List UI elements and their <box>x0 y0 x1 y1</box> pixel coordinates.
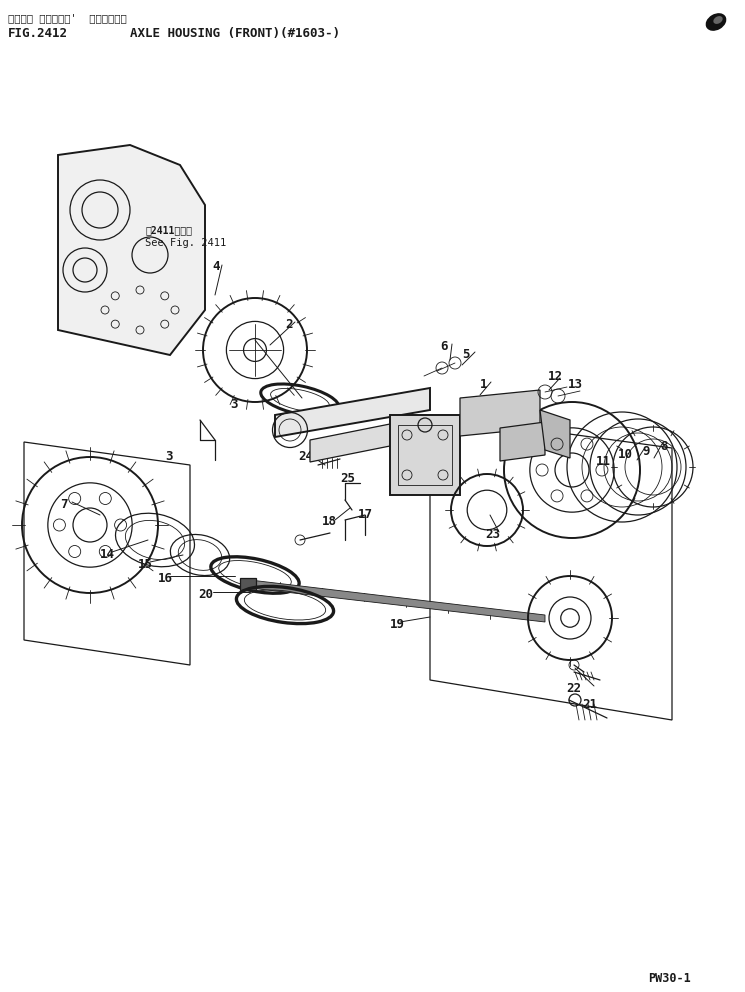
Text: 9: 9 <box>642 445 650 458</box>
Text: PW30-1: PW30-1 <box>648 972 691 985</box>
Text: 1: 1 <box>480 378 487 391</box>
Text: アクスル ハウジング'  （フロント）: アクスル ハウジング' （フロント） <box>8 13 127 23</box>
Text: 12: 12 <box>548 370 563 383</box>
Text: 2: 2 <box>285 318 293 331</box>
Polygon shape <box>275 388 430 437</box>
Ellipse shape <box>706 13 726 31</box>
Text: 13: 13 <box>568 378 583 391</box>
Text: 17: 17 <box>358 508 373 521</box>
Text: 20: 20 <box>198 588 213 601</box>
Polygon shape <box>390 415 460 495</box>
Polygon shape <box>58 145 205 355</box>
Text: 6: 6 <box>440 340 448 353</box>
Text: 10: 10 <box>618 448 633 461</box>
Polygon shape <box>500 422 545 461</box>
Text: FIG.2412: FIG.2412 <box>8 27 68 40</box>
Text: 24: 24 <box>298 450 313 463</box>
Text: 5: 5 <box>462 348 469 361</box>
Text: 21: 21 <box>582 698 597 711</box>
Text: AXLE HOUSING (FRONT)(#1603-): AXLE HOUSING (FRONT)(#1603-) <box>130 27 340 40</box>
Polygon shape <box>240 578 256 590</box>
Text: 22: 22 <box>566 682 581 695</box>
Text: 第2411図参照: 第2411図参照 <box>145 225 192 235</box>
Text: 16: 16 <box>158 572 173 585</box>
Ellipse shape <box>713 16 723 24</box>
Polygon shape <box>460 390 540 436</box>
Polygon shape <box>310 418 420 462</box>
Text: 4: 4 <box>212 260 220 273</box>
Text: 3: 3 <box>230 398 238 411</box>
Text: 18: 18 <box>322 515 337 528</box>
Text: See Fig. 2411: See Fig. 2411 <box>145 238 226 248</box>
Text: 23: 23 <box>485 528 500 541</box>
Text: 19: 19 <box>390 618 405 631</box>
Text: 11: 11 <box>596 455 611 468</box>
Text: 3: 3 <box>165 450 173 463</box>
Text: 8: 8 <box>660 440 668 453</box>
Polygon shape <box>540 410 570 458</box>
Polygon shape <box>250 580 545 622</box>
Text: 15: 15 <box>138 558 153 571</box>
Text: 14: 14 <box>100 548 115 561</box>
Text: 7: 7 <box>60 498 68 511</box>
Text: 25: 25 <box>340 472 355 485</box>
